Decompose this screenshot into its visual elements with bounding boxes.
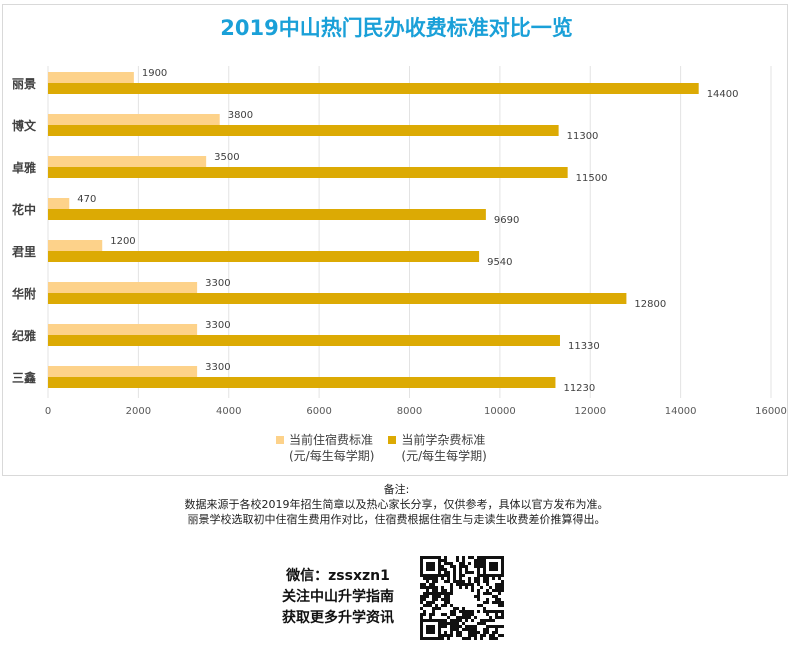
bar-dorm	[48, 156, 207, 167]
x-tick-label: 12000	[574, 406, 606, 417]
legend-swatch	[388, 436, 397, 444]
wechat-info: 微信：zssxzn1 关注中山升学指南 获取更多升学资讯	[268, 566, 408, 629]
bar-dorm	[48, 366, 198, 377]
data-label: 3800	[228, 110, 253, 121]
notes: 备注: 数据来源于各校2019年招生简章以及热心家长分享，仅供参考，具体以官方发…	[0, 482, 793, 527]
data-label: 3300	[205, 362, 230, 373]
category-label: 华附	[12, 286, 36, 301]
legend-swatch	[276, 436, 284, 444]
data-label: 3300	[205, 278, 230, 289]
bar-tuition	[48, 293, 627, 304]
wechat-more: 获取更多升学资讯	[282, 610, 394, 626]
bar-tuition	[48, 251, 480, 262]
category-label: 博文	[12, 118, 37, 133]
bar-dorm	[48, 72, 134, 83]
bar-dorm	[48, 240, 103, 251]
category-label: 三鑫	[12, 370, 36, 385]
legend-label: 当前住宿费标准	[289, 433, 374, 447]
wechat-id: 微信：zssxzn1	[286, 568, 390, 584]
data-label: 11330	[568, 341, 600, 352]
data-label: 12800	[634, 299, 666, 310]
legend-unit: (元/每生每学期)	[401, 449, 487, 463]
bar-tuition	[48, 209, 486, 220]
legend-item-dorm: 当前住宿费标准 (元/每生每学期)	[276, 432, 374, 464]
bar-tuition	[48, 125, 559, 136]
category-label: 丽景	[12, 77, 36, 91]
x-tick-label: 8000	[397, 406, 422, 417]
data-label: 470	[77, 194, 96, 205]
data-label: 3300	[205, 320, 230, 331]
bar-dorm	[48, 282, 198, 293]
data-label: 11230	[563, 383, 595, 394]
bar-dorm	[48, 114, 220, 125]
data-label: 1200	[110, 236, 135, 247]
legend: 当前住宿费标准 (元/每生每学期) 当前学杂费标准 (元/每生每学期)	[276, 432, 487, 464]
x-tick-label: 10000	[484, 406, 516, 417]
x-tick-label: 16000	[755, 406, 787, 417]
data-label: 11500	[576, 173, 608, 184]
x-tick-label: 14000	[665, 406, 697, 417]
bar-tuition	[48, 83, 699, 94]
legend-item-tuition: 当前学杂费标准 (元/每生每学期)	[388, 432, 487, 464]
data-label: 3500	[214, 152, 239, 163]
data-label: 11300	[567, 131, 599, 142]
chart-title: 2019中山热门民办收费标准对比一览	[220, 16, 573, 40]
data-label: 9540	[487, 257, 512, 268]
bar-tuition	[48, 167, 568, 178]
legend-label: 当前学杂费标准	[401, 433, 486, 447]
bar-dorm	[48, 198, 70, 209]
category-label: 花中	[12, 202, 36, 217]
notes-line: 丽景学校选取初中住宿生费用作对比，住宿费根据住宿生与走读生收费差价推算得出。	[187, 513, 606, 526]
data-label: 9690	[494, 215, 519, 226]
bar-dorm	[48, 324, 198, 335]
category-label: 卓雅	[12, 160, 36, 175]
chart-frame	[2, 4, 788, 476]
bar-tuition	[48, 335, 560, 346]
category-label: 君里	[11, 244, 36, 259]
qr-code	[420, 556, 504, 640]
bar-chart: 0 2000 4000 6000 8000 10000 12000 14000 16000 丽景 1…	[11, 66, 787, 417]
x-tick-label: 4000	[216, 406, 241, 417]
bar-tuition	[48, 377, 556, 388]
data-label: 14400	[707, 89, 739, 100]
data-label: 1900	[142, 68, 167, 79]
x-tick-label: 6000	[306, 406, 331, 417]
legend-unit: (元/每生每学期)	[289, 449, 375, 463]
x-tick-label: 2000	[126, 406, 151, 417]
notes-heading: 备注:	[383, 483, 410, 496]
category-label: 纪雅	[12, 328, 36, 343]
x-tick-label: 0	[45, 406, 51, 417]
wechat-follow: 关注中山升学指南	[282, 589, 394, 605]
notes-line: 数据来源于各校2019年招生简章以及热心家长分享，仅供参考，具体以官方发布为准。	[184, 498, 609, 511]
